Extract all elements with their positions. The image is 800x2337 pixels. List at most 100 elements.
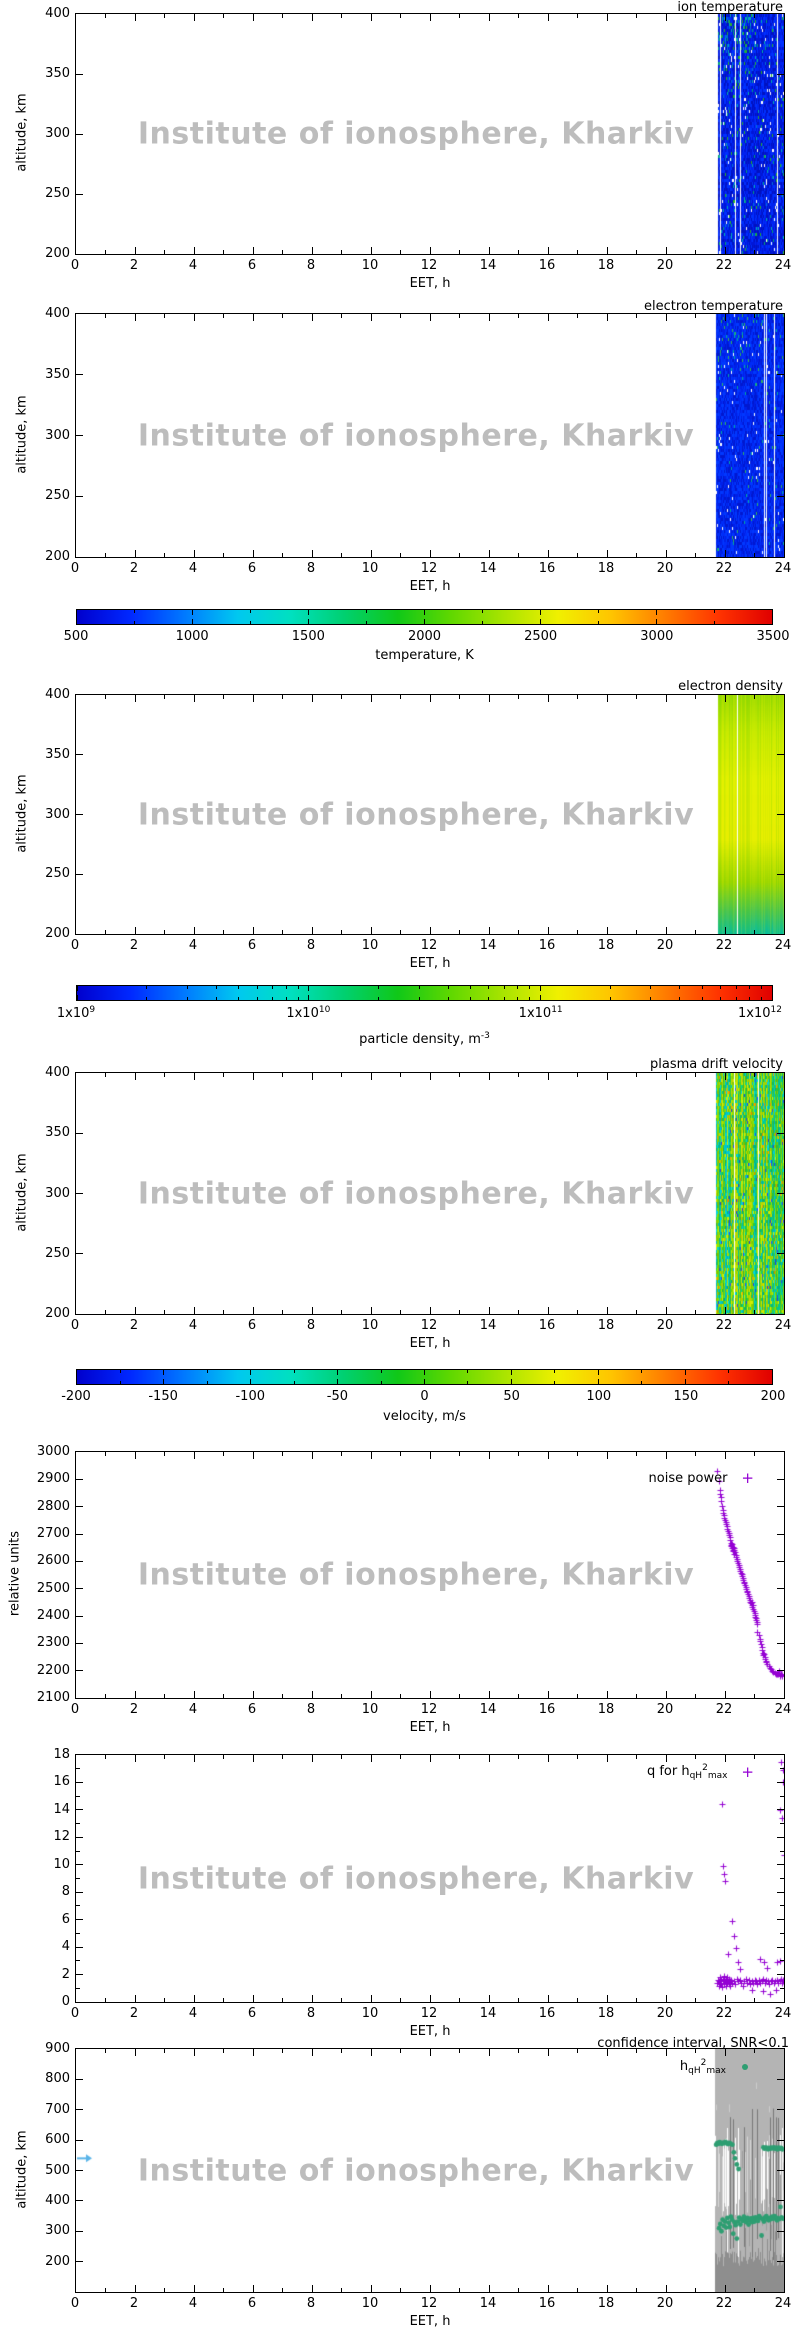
colorbar-tick (337, 1379, 339, 1384)
y-major-tick (76, 1974, 83, 1976)
x-major-tick (665, 1307, 667, 1314)
y-major-tick (777, 1615, 784, 1617)
x-tick-label: 4 (188, 2296, 198, 2311)
x-tick-label: 10 (361, 938, 379, 953)
x-major-tick (547, 1307, 549, 1314)
x-major-tick (724, 2285, 726, 2292)
y-major-tick (777, 1919, 784, 1921)
label-text: 1x10 (286, 1006, 319, 1021)
colorbar-tick (503, 986, 505, 989)
y-tick-label: 200 (45, 1306, 70, 1321)
x-major-tick (606, 14, 608, 21)
x-minor-tick (459, 1755, 460, 1759)
colorbar-tick (146, 986, 148, 989)
y-major-tick (76, 1560, 83, 1562)
x-minor-tick (459, 1310, 460, 1314)
x-major-tick (134, 1307, 136, 1314)
ion-temperature-plot: Institute of ionosphere, Kharkiv (75, 13, 785, 255)
label-text: 1x10 (56, 1006, 90, 1021)
colorbar-tick (701, 997, 703, 1000)
colorbar-tick (554, 1381, 556, 1384)
x-major-tick (724, 14, 726, 21)
x-major-tick (311, 1995, 313, 2002)
x-tick-label: 6 (247, 1702, 257, 1717)
y-major-tick (777, 873, 784, 875)
x-major-tick (724, 1452, 726, 1459)
x-axis-label: EET, h (409, 1336, 451, 1351)
x-major-tick (488, 2049, 490, 2056)
x-major-tick (665, 2285, 667, 2292)
y-major-tick (777, 1864, 784, 1866)
x-minor-tick (223, 14, 224, 18)
x-minor-tick (164, 1452, 165, 1456)
electron-density-canvas (76, 695, 784, 934)
y-major-tick (777, 2170, 784, 2171)
colorbar-tick (424, 1370, 425, 1375)
colorbar-tick (238, 986, 240, 989)
x-minor-tick (636, 1755, 637, 1759)
x-major-tick (193, 2049, 195, 2056)
label-text: 1x10 (738, 1006, 771, 1021)
x-tick-label: 12 (420, 561, 438, 576)
colorbar-tick (655, 610, 657, 615)
x-tick-label: 10 (361, 2006, 379, 2021)
colorbar-tick-label: 0 (420, 1389, 429, 1404)
colorbar-tick-label: -200 (61, 1389, 91, 1404)
x-major-tick (370, 695, 372, 702)
y-major-tick (777, 1533, 784, 1535)
y-major-tick (777, 814, 784, 815)
x-major-tick (665, 550, 667, 557)
y-major-tick (777, 1809, 784, 1811)
colorbar-tick (609, 986, 611, 989)
y-minor-tick (780, 1795, 784, 1797)
x-tick-label: 22 (715, 258, 733, 273)
colorbar-tick (146, 997, 148, 1000)
x-major-tick (429, 1995, 431, 2002)
x-tick-label: 14 (479, 938, 497, 953)
y-major-tick (76, 435, 83, 436)
particle-density-colorbar (76, 985, 773, 1001)
colorbar-tick (641, 1381, 643, 1384)
x-major-tick (193, 1995, 195, 2002)
x-minor-tick (754, 930, 755, 934)
x-major-tick (429, 1307, 431, 1314)
x-major-tick (193, 314, 195, 321)
y-major-tick (76, 1588, 83, 1590)
y-major-tick (777, 754, 784, 756)
y-tick-label: 0 (61, 1994, 70, 2009)
confidence-interval-plot: Institute of ionosphere, Kharkiv (75, 2048, 785, 2293)
x-tick-label: 16 (538, 1318, 556, 1333)
y-tick-label: 400 (45, 1065, 70, 1080)
colorbar-tick (684, 1370, 686, 1375)
x-minor-tick (223, 1694, 224, 1698)
colorbar-tick-label: 200 (760, 1389, 786, 1404)
y-minor-tick (780, 1878, 784, 1879)
x-minor-tick (282, 1310, 283, 1314)
x-tick-label: 6 (247, 2006, 257, 2021)
y-tick-label: 4 (61, 1939, 70, 1955)
x-major-tick (252, 1073, 254, 1080)
y-major-tick (76, 1809, 83, 1811)
y-major-tick (777, 2261, 784, 2263)
x-minor-tick (164, 14, 165, 18)
plasma-drift-velocity-canvas (76, 1073, 784, 1314)
x-tick-label: 22 (715, 2006, 733, 2021)
colorbar-tick (215, 986, 217, 989)
x-minor-tick (695, 1310, 696, 1314)
y-major-tick (777, 2230, 784, 2232)
colorbar-tick (771, 995, 773, 1000)
colorbar-tick (377, 986, 379, 989)
x-tick-label: 0 (70, 1318, 80, 1333)
y-tick-label: 2100 (36, 1690, 70, 1705)
y-minor-tick (76, 1878, 80, 1879)
y-tick-label: 200 (45, 549, 70, 564)
x-major-tick (665, 14, 667, 21)
colorbar-tick (272, 997, 274, 1000)
x-tick-label: 22 (715, 561, 733, 576)
x-major-tick (724, 247, 726, 254)
y-major-tick (76, 1891, 83, 1893)
x-major-tick (252, 2049, 254, 2056)
colorbar-tick (539, 986, 541, 991)
x-minor-tick (695, 2049, 696, 2053)
